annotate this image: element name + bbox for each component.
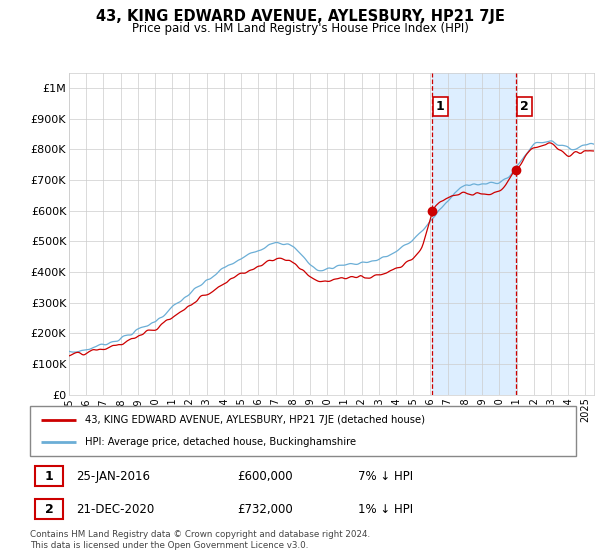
Text: 1: 1 xyxy=(45,470,53,483)
Text: 2: 2 xyxy=(520,100,529,113)
Text: HPI: Average price, detached house, Buckinghamshire: HPI: Average price, detached house, Buck… xyxy=(85,437,356,447)
Text: 21-DEC-2020: 21-DEC-2020 xyxy=(76,503,155,516)
Text: 7% ↓ HPI: 7% ↓ HPI xyxy=(358,470,413,483)
Text: 2: 2 xyxy=(45,503,53,516)
Text: £732,000: £732,000 xyxy=(238,503,293,516)
Text: Price paid vs. HM Land Registry's House Price Index (HPI): Price paid vs. HM Land Registry's House … xyxy=(131,22,469,35)
Text: 1: 1 xyxy=(436,100,445,113)
Text: 1% ↓ HPI: 1% ↓ HPI xyxy=(358,503,413,516)
Bar xyxy=(431,73,516,395)
Text: 25-JAN-2016: 25-JAN-2016 xyxy=(76,470,151,483)
Text: Contains HM Land Registry data © Crown copyright and database right 2024.
This d: Contains HM Land Registry data © Crown c… xyxy=(30,530,370,550)
Text: 43, KING EDWARD AVENUE, AYLESBURY, HP21 7JE (detached house): 43, KING EDWARD AVENUE, AYLESBURY, HP21 … xyxy=(85,415,425,425)
Text: £600,000: £600,000 xyxy=(238,470,293,483)
Text: 43, KING EDWARD AVENUE, AYLESBURY, HP21 7JE: 43, KING EDWARD AVENUE, AYLESBURY, HP21 … xyxy=(95,9,505,24)
Bar xyxy=(35,466,63,486)
Bar xyxy=(35,500,63,519)
